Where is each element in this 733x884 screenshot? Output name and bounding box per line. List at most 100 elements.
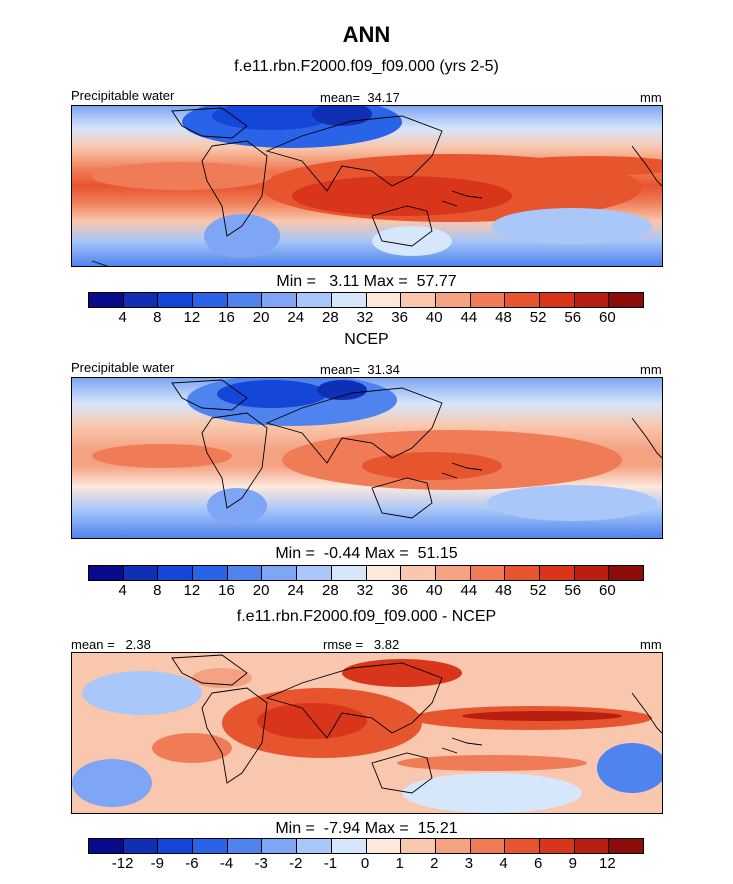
colorbar-swatch — [505, 293, 540, 307]
colorbar-tick-label: 20 — [252, 582, 270, 599]
panel3-rmse-label: rmse = 3.82 — [323, 637, 400, 652]
colorbar-swatch — [401, 566, 436, 580]
colorbar-swatch — [193, 839, 228, 853]
panel2-colorbar-ticks: 4 8 12 16 20 24 28 32 36 40 44 48 52 56 60 — [88, 582, 642, 600]
colorbar-tick-label: 44 — [460, 582, 478, 599]
colorbar-swatch — [401, 293, 436, 307]
colorbar-tick-label: 8 — [153, 309, 162, 326]
panel3-map — [71, 652, 663, 814]
colorbar-tick-label: 6 — [533, 855, 543, 872]
colorbar-swatch — [331, 566, 367, 580]
colorbar-tick-label: -4 — [219, 855, 234, 872]
panel2-left-label: Precipitable water — [71, 360, 175, 375]
colorbar-tick-label: 48 — [495, 309, 512, 326]
colorbar-swatch — [366, 293, 402, 307]
colorbar-swatch — [297, 839, 332, 853]
colorbar-tick-label: 9 — [568, 855, 577, 872]
colorbar-tick-label: 32 — [356, 582, 374, 599]
panel1-minmax: Min = 3.11 Max = 57.77 — [276, 273, 457, 290]
colorbar-tick-label: 24 — [287, 309, 305, 326]
panel2-colorbar — [88, 565, 644, 581]
colorbar-tick-label: 4 — [118, 582, 127, 599]
colorbar-tick-label: 3 — [464, 855, 474, 872]
colorbar-swatch — [262, 293, 298, 307]
panel3-colorbar-ticks: -12 -9 -6 -4 -3 -2 -1 0 1 2 3 4 6 9 12 — [88, 855, 642, 873]
colorbar-tick-label: 32 — [356, 309, 374, 326]
model-subtitle: f.e11.rbn.F2000.f09_f09.000 (yrs 2-5) — [234, 58, 499, 75]
colorbar-tick-label: 36 — [391, 582, 408, 599]
colorbar-tick-label: 0 — [360, 855, 370, 872]
figure-title: ANN — [342, 22, 391, 47]
colorbar-swatch — [123, 839, 159, 853]
colorbar-swatch — [401, 839, 436, 853]
colorbar-swatch — [89, 566, 124, 580]
panel2-minmax: Min = -0.44 Max = 51.15 — [275, 545, 458, 562]
colorbar-swatch — [609, 566, 643, 580]
colorbar-swatch — [435, 293, 471, 307]
colorbar-tick-label: 52 — [529, 309, 547, 326]
panel2-mean-label: mean= 31.34 — [320, 362, 400, 377]
colorbar-tick-label: -1 — [323, 855, 338, 872]
colorbar-tick-label: 60 — [599, 582, 616, 599]
colorbar-tick-label: 24 — [287, 582, 305, 599]
colorbar-tick-label: -12 — [111, 855, 134, 872]
colorbar-tick-label: 52 — [529, 582, 547, 599]
panel2-map — [71, 377, 663, 539]
panel3-mean-label: mean = 2.38 — [71, 637, 151, 652]
colorbar-swatch — [609, 839, 643, 853]
colorbar-swatch — [435, 839, 471, 853]
colorbar-tick-label: 16 — [218, 582, 235, 599]
colorbar-tick-label: -3 — [254, 855, 268, 872]
colorbar-tick-label: 2 — [430, 855, 439, 872]
colorbar-tick-label: 16 — [218, 309, 235, 326]
colorbar-swatch — [505, 839, 540, 853]
colorbar-swatch — [89, 839, 124, 853]
colorbar-swatch — [574, 293, 610, 307]
colorbar-swatch — [470, 566, 506, 580]
colorbar-tick-label: 36 — [391, 309, 408, 326]
colorbar-tick-label: 40 — [425, 582, 443, 599]
colorbar-swatch — [505, 566, 540, 580]
colorbar-tick-label: 56 — [564, 309, 582, 326]
colorbar-tick-label: 60 — [599, 309, 616, 326]
colorbar-tick-label: 20 — [252, 309, 270, 326]
colorbar-swatch — [158, 293, 194, 307]
colorbar-swatch — [227, 566, 263, 580]
colorbar-swatch — [227, 293, 263, 307]
colorbar-tick-label: 1 — [395, 855, 404, 872]
colorbar-swatch — [262, 566, 298, 580]
panel2-units-label: mm — [640, 362, 662, 377]
colorbar-swatch — [297, 566, 332, 580]
panel3-units-label: mm — [640, 637, 662, 652]
colorbar-tick-label: 4 — [118, 309, 127, 326]
colorbar-swatch — [539, 839, 575, 853]
colorbar-tick-label: 44 — [460, 309, 478, 326]
colorbar-tick-label: 56 — [564, 582, 582, 599]
colorbar-swatch — [297, 293, 332, 307]
colorbar-tick-label: 48 — [495, 582, 512, 599]
colorbar-tick-label: 28 — [322, 309, 339, 326]
panel1-units-label: mm — [640, 90, 662, 105]
colorbar-swatch — [227, 839, 263, 853]
panel1-map — [71, 105, 663, 267]
panel3-title: f.e11.rbn.F2000.f09_f09.000 - NCEP — [236, 608, 497, 625]
colorbar-swatch — [158, 566, 194, 580]
panel1-mean-label: mean= 34.17 — [320, 90, 400, 105]
colorbar-swatch — [262, 839, 298, 853]
colorbar-swatch — [89, 293, 124, 307]
colorbar-swatch — [193, 566, 228, 580]
colorbar-swatch — [435, 566, 471, 580]
colorbar-swatch — [366, 839, 402, 853]
colorbar-swatch — [366, 566, 402, 580]
colorbar-tick-label: 8 — [153, 582, 162, 599]
colorbar-tick-label: 12 — [599, 855, 616, 872]
colorbar-tick-label: 28 — [322, 582, 339, 599]
colorbar-swatch — [331, 293, 367, 307]
panel3-minmax: Min = -7.94 Max = 15.21 — [275, 820, 458, 837]
colorbar-tick-label: -6 — [185, 855, 199, 872]
panel1-colorbar-ticks: 4 8 12 16 20 24 28 32 36 40 44 48 52 56 60 — [88, 309, 642, 327]
colorbar-swatch — [574, 566, 610, 580]
colorbar-tick-label: 40 — [425, 309, 443, 326]
colorbar-swatch — [331, 839, 367, 853]
colorbar-swatch — [123, 566, 159, 580]
